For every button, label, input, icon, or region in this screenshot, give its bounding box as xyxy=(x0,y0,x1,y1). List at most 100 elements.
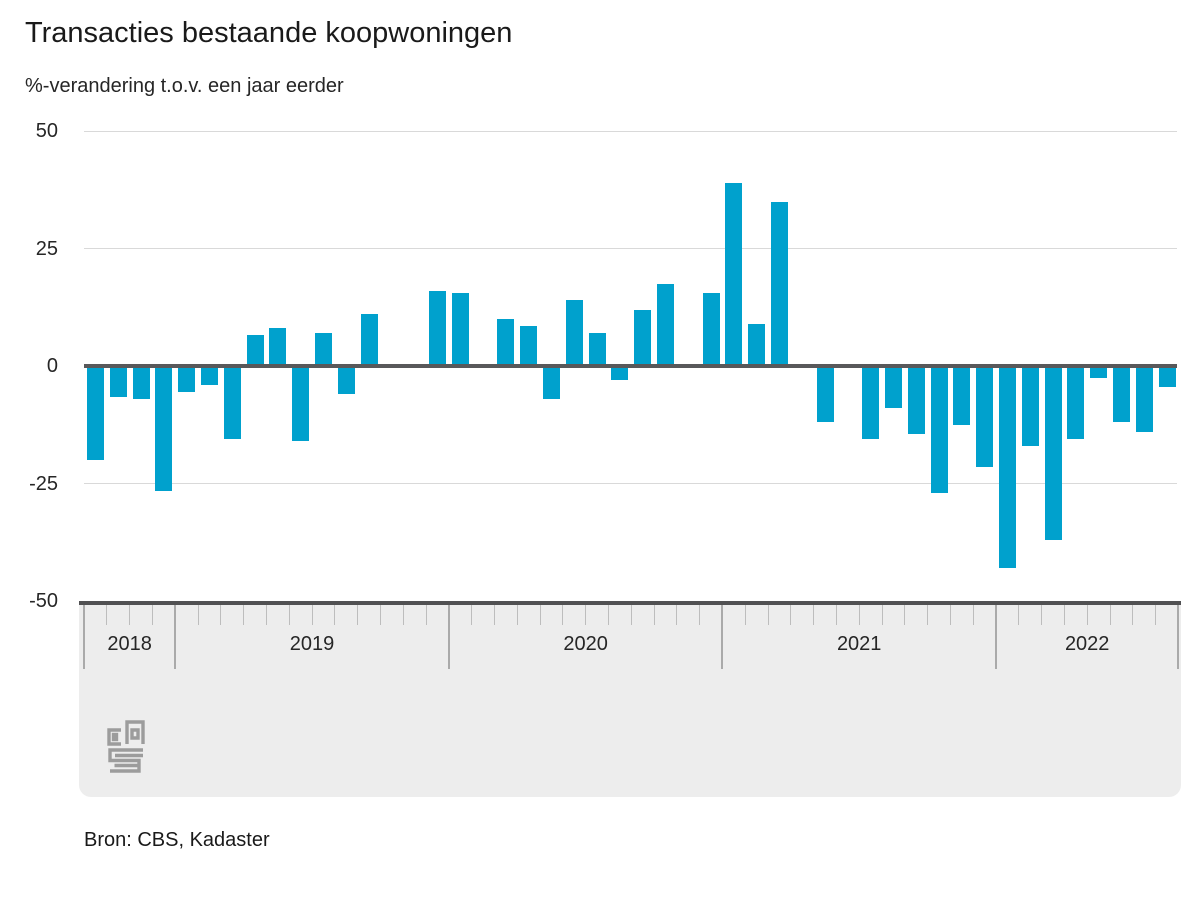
plot-area xyxy=(84,130,1177,601)
gridline xyxy=(84,483,1177,484)
year-separator xyxy=(995,605,997,669)
bar xyxy=(155,366,173,491)
month-tick xyxy=(676,605,678,625)
bar xyxy=(201,366,218,385)
bar xyxy=(725,182,743,366)
month-tick xyxy=(493,605,495,625)
bar xyxy=(451,293,469,366)
month-tick xyxy=(106,605,108,625)
month-tick xyxy=(744,605,746,625)
month-tick xyxy=(1109,605,1111,625)
bar xyxy=(748,323,766,366)
bar xyxy=(246,335,264,366)
bar xyxy=(657,283,674,366)
bar xyxy=(1044,366,1062,540)
month-tick xyxy=(471,605,473,625)
month-tick xyxy=(1041,605,1043,625)
month-tick xyxy=(1086,605,1088,625)
bar xyxy=(292,366,310,442)
month-tick xyxy=(265,605,267,625)
month-tick xyxy=(562,605,564,625)
zero-axis-line xyxy=(84,364,1177,368)
month-tick xyxy=(630,605,632,625)
y-tick-label: 0 xyxy=(46,355,58,377)
month-tick xyxy=(972,605,974,625)
bar xyxy=(953,366,971,425)
month-tick xyxy=(402,605,404,625)
month-tick xyxy=(653,605,655,625)
x-axis-band: 2018 2019 2020 2021 2022 xyxy=(79,601,1181,797)
bar xyxy=(565,300,583,366)
bar xyxy=(976,366,994,468)
bar xyxy=(1158,366,1176,388)
bar xyxy=(109,366,127,397)
y-tick-label: -50 xyxy=(29,590,58,612)
page-title: Transacties bestaande koopwoningen xyxy=(25,17,513,49)
year-label: 2018 xyxy=(107,633,152,655)
bar xyxy=(885,366,902,409)
year-separator xyxy=(1177,605,1180,669)
cbs-logo-icon xyxy=(107,720,145,773)
y-tick-label: 25 xyxy=(35,237,58,260)
bar xyxy=(520,326,538,366)
month-tick xyxy=(516,605,518,625)
month-tick xyxy=(607,605,609,625)
month-tick xyxy=(585,605,587,625)
month-tick xyxy=(288,605,290,625)
bar xyxy=(87,366,104,460)
month-tick xyxy=(813,605,815,625)
bar xyxy=(611,366,629,381)
bar xyxy=(634,309,652,366)
bar xyxy=(1135,366,1153,432)
bar xyxy=(1113,366,1130,423)
month-tick xyxy=(904,605,906,625)
bar xyxy=(132,366,150,399)
bar xyxy=(315,333,332,366)
year-separator xyxy=(721,605,724,669)
month-tick xyxy=(1018,605,1020,625)
bar xyxy=(999,366,1016,569)
bar xyxy=(223,366,241,439)
bar xyxy=(907,366,925,435)
month-tick xyxy=(129,605,131,625)
month-tick xyxy=(379,605,381,625)
month-tick xyxy=(699,605,701,625)
year-separator xyxy=(447,605,450,669)
bar xyxy=(588,333,606,366)
bar xyxy=(702,293,720,366)
month-tick xyxy=(243,605,245,625)
bar xyxy=(930,366,948,493)
month-tick xyxy=(151,605,153,625)
bar xyxy=(1090,366,1108,378)
gridline xyxy=(84,248,1177,249)
bar xyxy=(771,201,788,366)
bar xyxy=(269,328,287,366)
month-tick xyxy=(197,605,199,625)
month-tick xyxy=(1063,605,1065,625)
month-tick xyxy=(1132,605,1134,625)
bar xyxy=(360,314,378,366)
month-tick xyxy=(835,605,837,625)
bar xyxy=(1067,366,1085,439)
year-label: 2019 xyxy=(289,633,335,655)
month-tick xyxy=(425,605,427,625)
bar xyxy=(178,366,196,392)
gridline xyxy=(84,130,1177,132)
bar xyxy=(543,366,560,399)
bar xyxy=(862,366,880,439)
month-tick xyxy=(1155,605,1157,625)
year-label: 2020 xyxy=(563,633,608,655)
chart-subtitle: %-verandering t.o.v. een jaar eerder xyxy=(25,75,344,97)
bar xyxy=(429,290,446,366)
bar xyxy=(337,366,355,395)
y-tick-label: 50 xyxy=(35,120,58,142)
year-label: 2022 xyxy=(1064,633,1110,655)
bar xyxy=(1021,366,1039,446)
year-separator xyxy=(83,605,85,669)
bar xyxy=(816,366,834,423)
year-label: 2021 xyxy=(836,633,882,655)
month-tick xyxy=(858,605,860,625)
month-tick xyxy=(767,605,769,625)
month-tick xyxy=(881,605,883,625)
